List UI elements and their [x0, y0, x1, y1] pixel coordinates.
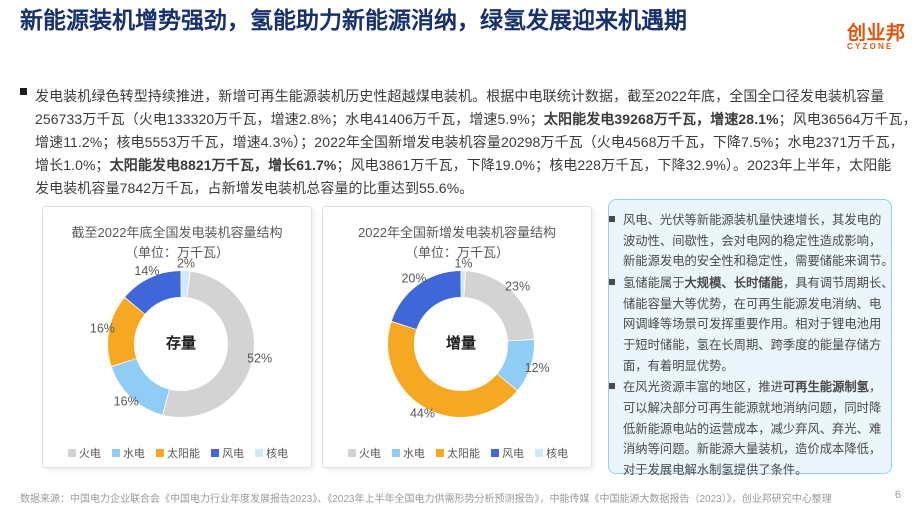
- svg-text:存量: 存量: [166, 334, 196, 352]
- svg-text:1%: 1%: [454, 256, 472, 270]
- svg-text:2%: 2%: [177, 256, 195, 270]
- svg-text:增量: 增量: [446, 334, 476, 352]
- svg-text:23%: 23%: [505, 280, 530, 294]
- svg-text:20%: 20%: [401, 272, 426, 286]
- svg-text:12%: 12%: [525, 361, 550, 375]
- svg-text:14%: 14%: [134, 264, 159, 278]
- svg-text:16%: 16%: [114, 395, 139, 409]
- svg-text:44%: 44%: [410, 406, 435, 420]
- svg-text:52%: 52%: [247, 351, 272, 365]
- svg-text:16%: 16%: [90, 321, 115, 335]
